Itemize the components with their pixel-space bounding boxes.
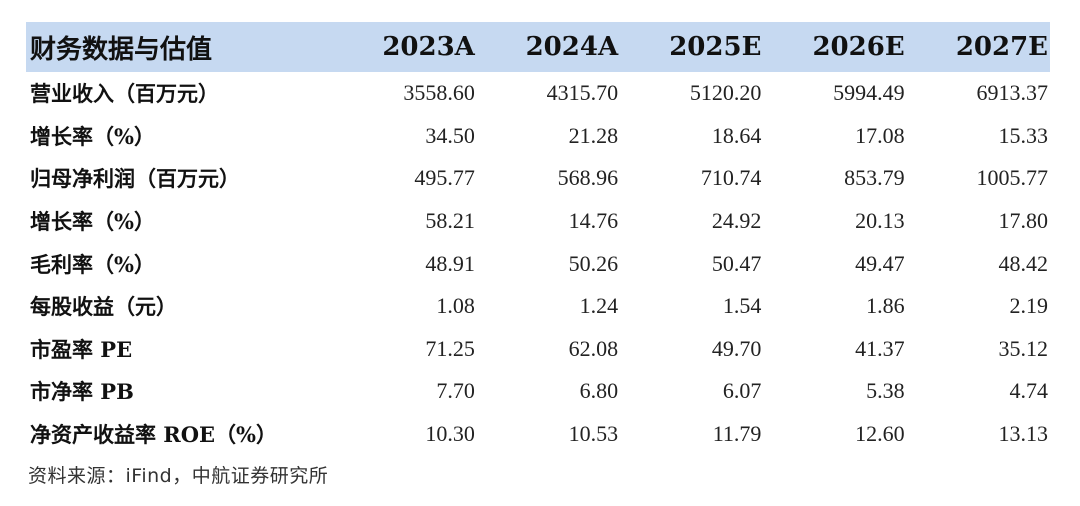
row-value: 50.47 [711, 250, 762, 276]
row-value: 62.08 [568, 335, 619, 361]
header-year: 2027E [955, 32, 1048, 62]
source-note: 资料来源：iFind，中航证券研究所 [28, 465, 329, 488]
row-value: 7.70 [436, 378, 475, 404]
row-value: 4.74 [1009, 378, 1049, 404]
row-value: 6913.37 [976, 80, 1049, 106]
table-header-row: 财务数据与估值 2023A 2024A 2025E 2026E 2027E [26, 22, 1050, 72]
table-row: 归母净利润（百万元） 495.77 568.96 710.74 853.79 1005.7… [26, 157, 1050, 200]
row-value: 48.42 [998, 250, 1049, 276]
row-label: 营业收入（百万元） [30, 81, 219, 107]
row-value: 50.26 [568, 250, 619, 276]
row-label: 每股收益（元） [30, 294, 177, 320]
table-row: 营业收入（百万元） 3558.60 4315.70 5120.20 5994.49 691… [26, 72, 1050, 115]
financial-valuation-table: 财务数据与估值 2023A 2024A 2025E 2026E 2027E 营业… [26, 22, 1050, 455]
row-value: 710.74 [700, 165, 762, 191]
table-row: 市净率 PB 7.70 6.80 6.07 5.38 4.74 [26, 370, 1050, 413]
row-value: 853.79 [844, 165, 905, 191]
row-label: 毛利率（%） [30, 251, 155, 277]
row-value: 5.38 [866, 378, 905, 404]
table-row: 净资产收益率 ROE（%） 10.30 10.53 11.79 12.60 13.13 [26, 413, 1050, 456]
header-year: 2025E [669, 32, 762, 62]
row-label: 市净率 PB [30, 379, 134, 405]
row-value: 49.70 [711, 335, 762, 361]
row-value: 20.13 [855, 208, 905, 234]
row-value: 14.76 [568, 208, 619, 234]
row-label: 增长率（%） [30, 209, 155, 235]
row-value: 34.50 [425, 122, 475, 148]
table-body: 营业收入（百万元） 3558.60 4315.70 5120.20 5994.49 691… [26, 72, 1050, 455]
row-value: 1005.77 [976, 165, 1049, 191]
row-value: 48.91 [425, 250, 475, 276]
row-value: 1.86 [866, 293, 905, 319]
row-value: 1.54 [722, 293, 762, 319]
header-year: 2023A [382, 32, 475, 62]
row-value: 18.64 [711, 122, 762, 148]
row-value: 17.08 [855, 122, 905, 148]
row-value: 1.08 [436, 293, 475, 319]
row-value: 71.25 [425, 335, 475, 361]
row-value: 35.12 [998, 335, 1049, 361]
table-row: 增长率（%） 34.50 21.28 18.64 17.08 15.33 [26, 115, 1050, 158]
table-row: 市盈率 PE 71.25 62.08 49.70 41.37 35.12 [26, 328, 1050, 371]
row-value: 3558.60 [403, 80, 475, 106]
row-value: 58.21 [425, 208, 475, 234]
row-value: 15.33 [998, 122, 1049, 148]
table-row: 增长率（%） 58.21 14.76 24.92 20.13 17.80 [26, 200, 1050, 243]
row-value: 6.80 [579, 378, 619, 404]
row-value: 5994.49 [833, 80, 905, 106]
row-value: 12.60 [855, 421, 905, 447]
row-value: 6.07 [722, 378, 762, 404]
row-value: 568.96 [557, 165, 619, 191]
row-value: 495.77 [414, 165, 475, 191]
row-value: 41.37 [855, 335, 905, 361]
row-value: 17.80 [998, 208, 1049, 234]
row-label: 归母净利润（百万元） [30, 166, 240, 192]
row-value: 2.19 [1009, 293, 1049, 319]
row-value: 10.53 [568, 421, 619, 447]
row-value: 13.13 [998, 421, 1049, 447]
row-value: 24.92 [711, 208, 762, 234]
row-value: 10.30 [425, 421, 475, 447]
table-row: 毛利率（%） 48.91 50.26 50.47 49.47 48.42 [26, 242, 1050, 285]
row-label: 净资产收益率 ROE（%） [30, 422, 278, 448]
row-value: 1.24 [579, 293, 619, 319]
row-value: 21.28 [568, 122, 619, 148]
row-label: 市盈率 PE [30, 336, 133, 362]
table-row: 每股收益（元） 1.08 1.24 1.54 1.86 2.19 [26, 285, 1050, 328]
row-label: 增长率（%） [30, 123, 155, 149]
row-value: 4315.70 [546, 80, 619, 106]
header-year: 2026E [812, 32, 905, 62]
row-value: 5120.20 [689, 80, 762, 106]
row-value: 11.79 [712, 421, 762, 447]
header-label: 财务数据与估值 [30, 34, 213, 65]
header-year: 2024A [525, 32, 619, 62]
financial-table-container: 财务数据与估值 2023A 2024A 2025E 2026E 2027E 营业… [26, 22, 1050, 488]
row-value: 49.47 [855, 250, 905, 276]
